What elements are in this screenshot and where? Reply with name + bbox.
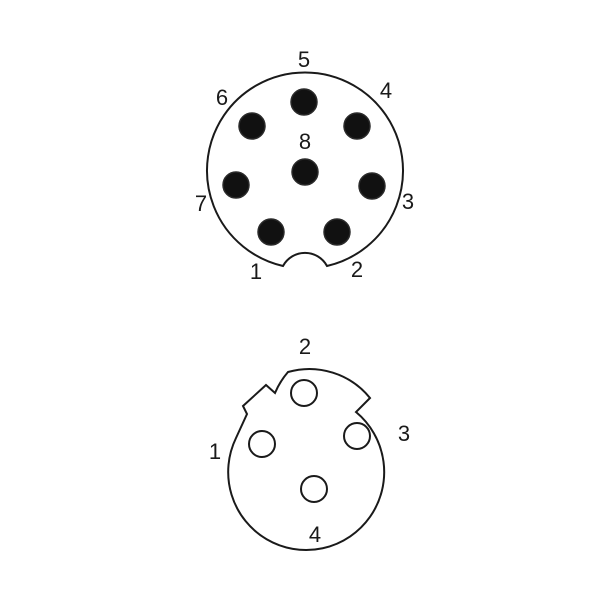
connector-8pin-contact-7 <box>222 171 250 199</box>
connector-8pin-label-5: 5 <box>298 47 310 72</box>
connector-8pin: 1 2 3 4 5 6 7 8 <box>195 47 414 284</box>
connector-8pin-label-8: 8 <box>299 129 311 154</box>
connector-4pin-housing <box>227 368 386 551</box>
connector-4pin-label-3: 3 <box>398 421 410 446</box>
connector-4pin-label-1: 1 <box>209 439 221 464</box>
connector-8pin-contact-4 <box>343 112 371 140</box>
connector-4pin-contact-1 <box>248 430 276 458</box>
connector-8pin-contact-8 <box>291 158 319 186</box>
connector-8pin-contact-3 <box>358 172 386 200</box>
connector-8pin-contact-6 <box>238 112 266 140</box>
connector-4pin: 1 2 3 4 <box>209 334 410 551</box>
connector-8pin-label-2: 2 <box>351 257 363 282</box>
connector-8pin-label-3: 3 <box>402 189 414 214</box>
connector-8pin-contact-2 <box>323 218 351 246</box>
connector-8pin-label-4: 4 <box>380 78 392 103</box>
connector-4pin-contact-3 <box>343 422 371 450</box>
connector-8pin-contact-5 <box>290 88 318 116</box>
connector-8pin-label-1: 1 <box>250 259 262 284</box>
connector-4pin-label-4: 4 <box>309 522 321 547</box>
connector-4pin-contact-2 <box>290 379 318 407</box>
connector-8pin-contact-1 <box>257 218 285 246</box>
connector-4pin-label-2: 2 <box>299 334 311 359</box>
connector-4pin-contact-4 <box>300 475 328 503</box>
connector-8pin-label-7: 7 <box>195 191 207 216</box>
connector-8pin-label-6: 6 <box>216 85 228 110</box>
